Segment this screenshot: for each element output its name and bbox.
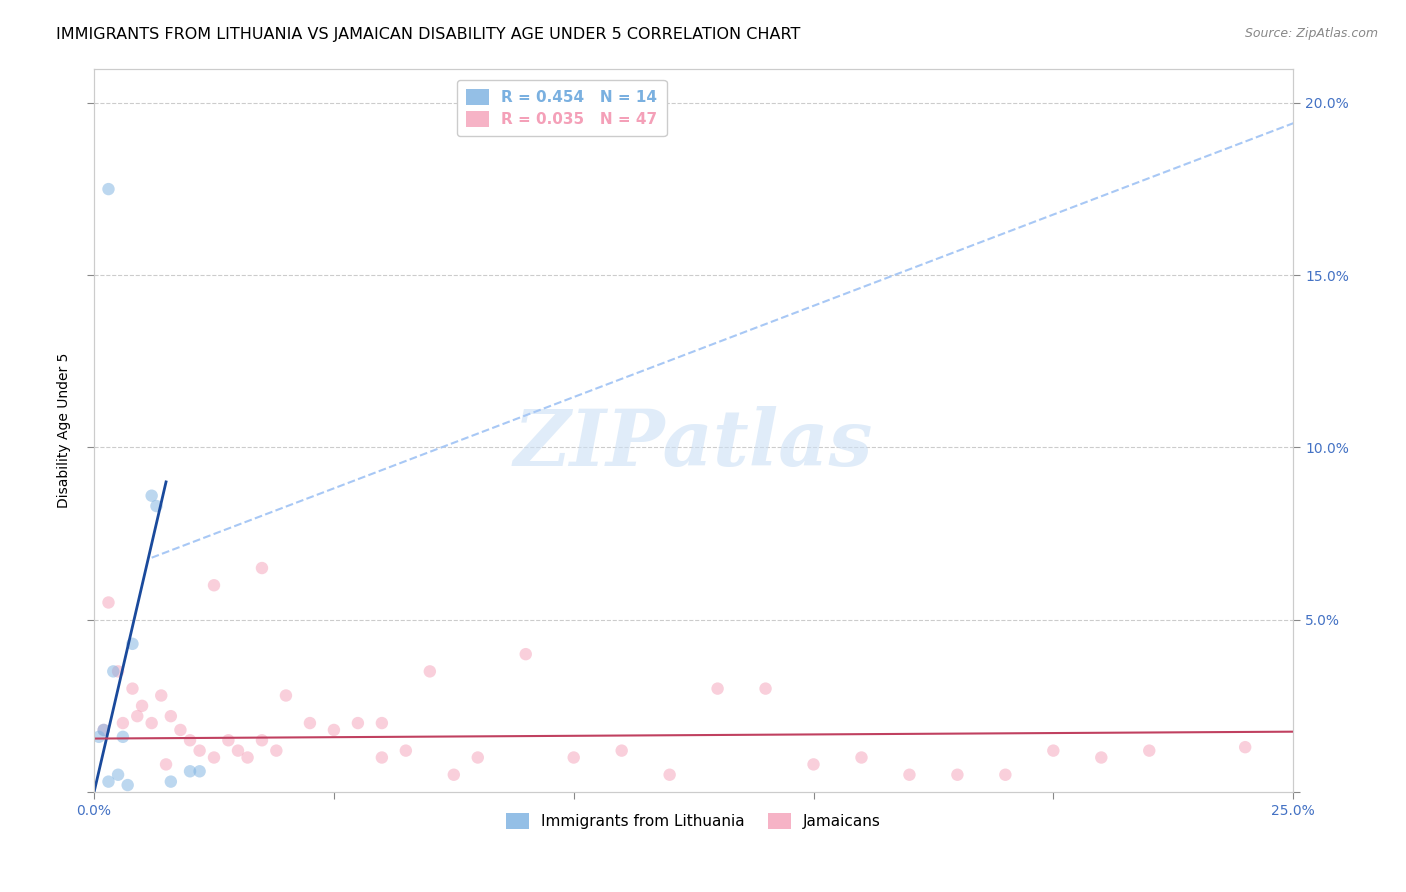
Point: [141, 716, 163, 731]
Point: [515, 647, 537, 661]
Point: [226, 744, 249, 758]
Point: [103, 665, 125, 679]
Point: [706, 681, 728, 696]
Point: [1090, 750, 1112, 764]
Point: [994, 768, 1017, 782]
Text: ZIPatlas: ZIPatlas: [515, 407, 873, 483]
Point: [236, 750, 259, 764]
Point: [610, 744, 633, 758]
Point: [467, 750, 489, 764]
Point: [443, 768, 465, 782]
Point: [803, 757, 825, 772]
Point: [217, 733, 239, 747]
Point: [97, 595, 120, 609]
Point: [145, 499, 167, 513]
Point: [274, 689, 297, 703]
Point: [395, 744, 418, 758]
Point: [371, 750, 394, 764]
Point: [851, 750, 873, 764]
Point: [107, 768, 129, 782]
Point: [202, 750, 225, 764]
Point: [266, 744, 288, 758]
Point: [202, 578, 225, 592]
Point: [141, 489, 163, 503]
Legend: Immigrants from Lithuania, Jamaicans: Immigrants from Lithuania, Jamaicans: [501, 806, 887, 835]
Point: [93, 723, 115, 737]
Point: [93, 723, 115, 737]
Point: [111, 716, 134, 731]
Point: [898, 768, 921, 782]
Point: [298, 716, 321, 731]
Point: [155, 757, 177, 772]
Point: [87, 730, 110, 744]
Point: [107, 665, 129, 679]
Point: [754, 681, 776, 696]
Text: IMMIGRANTS FROM LITHUANIA VS JAMAICAN DISABILITY AGE UNDER 5 CORRELATION CHART: IMMIGRANTS FROM LITHUANIA VS JAMAICAN DI…: [56, 27, 800, 42]
Point: [97, 774, 120, 789]
Point: [121, 681, 143, 696]
Point: [188, 764, 211, 779]
Point: [419, 665, 441, 679]
Point: [562, 750, 585, 764]
Point: [121, 637, 143, 651]
Point: [169, 723, 191, 737]
Point: [347, 716, 370, 731]
Point: [188, 744, 211, 758]
Point: [250, 733, 273, 747]
Point: [160, 709, 183, 723]
Point: [97, 182, 120, 196]
Point: [160, 774, 183, 789]
Point: [250, 561, 273, 575]
Point: [1137, 744, 1160, 758]
Y-axis label: Disability Age Under 5: Disability Age Under 5: [58, 352, 72, 508]
Point: [127, 709, 149, 723]
Point: [111, 730, 134, 744]
Point: [117, 778, 139, 792]
Point: [1042, 744, 1064, 758]
Point: [946, 768, 969, 782]
Point: [371, 716, 394, 731]
Point: [322, 723, 344, 737]
Text: Source: ZipAtlas.com: Source: ZipAtlas.com: [1244, 27, 1378, 40]
Point: [179, 733, 201, 747]
Point: [150, 689, 173, 703]
Point: [131, 698, 153, 713]
Point: [658, 768, 681, 782]
Point: [179, 764, 201, 779]
Point: [1234, 740, 1257, 755]
